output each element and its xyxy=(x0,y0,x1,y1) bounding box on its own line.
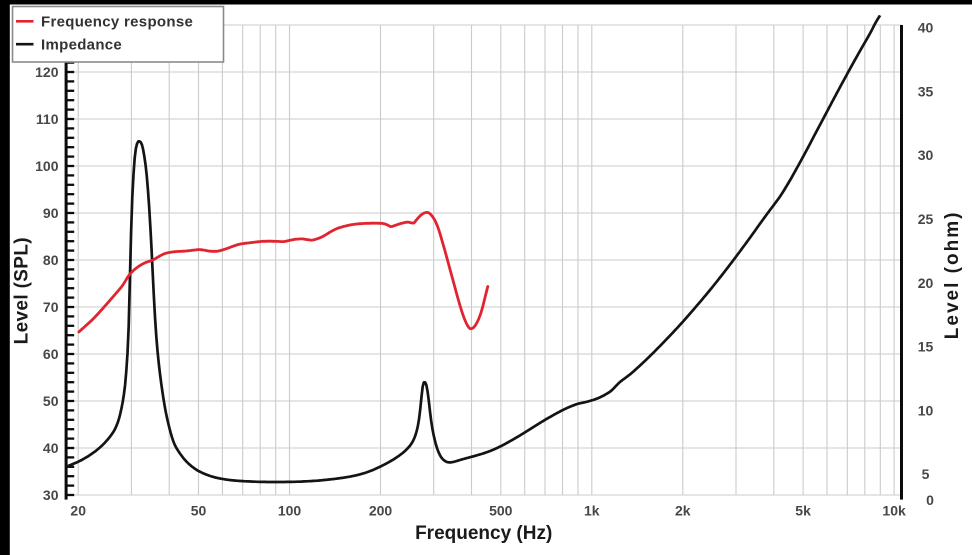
svg-text:10k: 10k xyxy=(882,503,906,519)
svg-text:Frequency (Hz): Frequency (Hz) xyxy=(415,523,552,544)
svg-text:Frequency response: Frequency response xyxy=(41,14,193,31)
svg-text:40: 40 xyxy=(43,440,59,456)
svg-text:Impedance: Impedance xyxy=(41,37,122,54)
svg-text:110: 110 xyxy=(36,111,59,127)
svg-text:35: 35 xyxy=(918,83,934,99)
svg-text:15: 15 xyxy=(918,339,934,355)
svg-text:0: 0 xyxy=(926,492,934,508)
svg-text:70: 70 xyxy=(43,299,59,315)
svg-text:10: 10 xyxy=(918,402,934,418)
svg-text:90: 90 xyxy=(43,205,59,221)
svg-text:40: 40 xyxy=(918,20,934,36)
svg-text:Level (ohm): Level (ohm) xyxy=(942,211,963,340)
svg-text:Level (SPL): Level (SPL) xyxy=(12,237,33,344)
svg-text:60: 60 xyxy=(43,346,59,362)
svg-text:25: 25 xyxy=(918,211,934,227)
svg-text:120: 120 xyxy=(35,64,59,80)
svg-text:500: 500 xyxy=(489,503,513,519)
svg-text:20: 20 xyxy=(70,503,86,519)
svg-text:5k: 5k xyxy=(795,503,811,519)
svg-text:100: 100 xyxy=(35,158,59,174)
svg-text:1k: 1k xyxy=(584,503,600,519)
svg-text:5: 5 xyxy=(922,466,930,482)
svg-text:2k: 2k xyxy=(675,503,691,519)
svg-text:30: 30 xyxy=(43,487,59,503)
svg-text:100: 100 xyxy=(278,503,302,519)
svg-text:50: 50 xyxy=(43,393,59,409)
svg-text:20: 20 xyxy=(918,275,934,291)
svg-text:50: 50 xyxy=(191,503,207,519)
svg-text:80: 80 xyxy=(43,252,59,268)
svg-text:30: 30 xyxy=(918,147,934,163)
svg-text:200: 200 xyxy=(369,503,393,519)
